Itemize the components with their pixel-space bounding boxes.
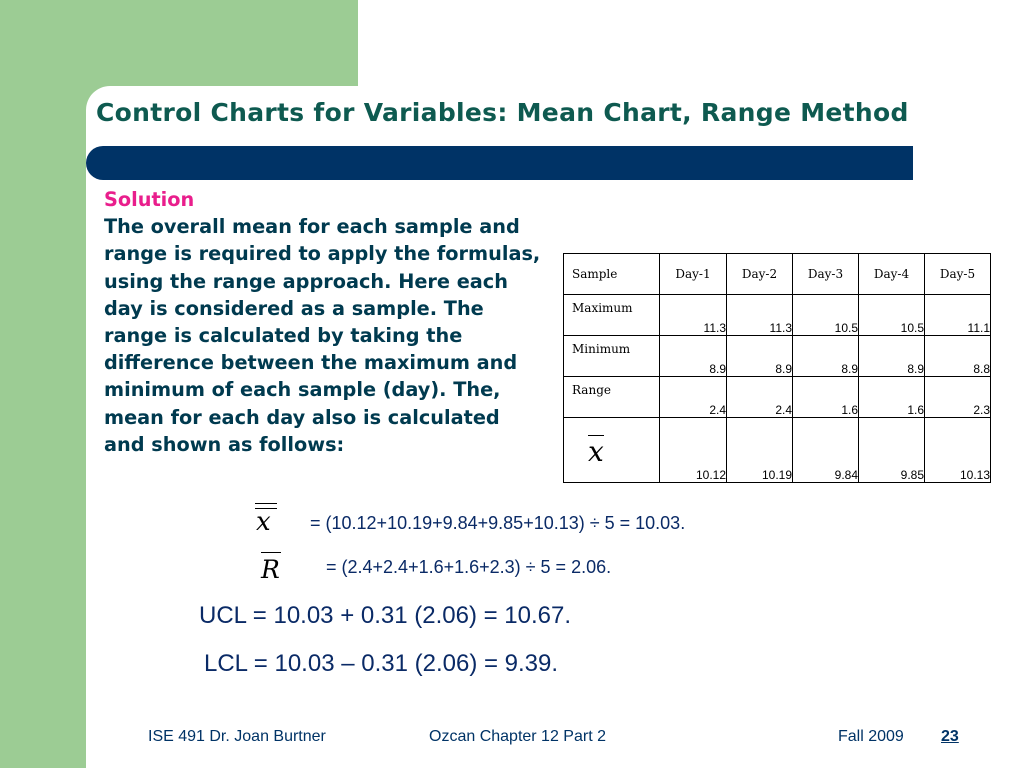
table-header-row: Sample Day-1 Day-2 Day-3 Day-4 Day-5: [563, 253, 991, 295]
table-header-cell: Day-5: [924, 253, 991, 295]
ucl-equation: UCL = 10.03 + 0.31 (2.06) = 10.67.: [199, 602, 572, 629]
footer-term: Fall 2009: [838, 728, 904, 745]
row-label: Maximum: [563, 294, 660, 336]
table-cell: 10.13: [924, 417, 991, 483]
xbarbar-overline-2: [255, 508, 277, 509]
table-cell: 10.12: [659, 417, 727, 483]
table-row: x 10.12 10.19 9.84 9.85 10.13: [563, 417, 991, 483]
xbar-label-cell: x: [563, 417, 660, 483]
xbarbar-symbol: x: [256, 507, 271, 537]
table-cell: 2.4: [659, 376, 727, 418]
slide-title: Control Charts for Variables: Mean Chart…: [96, 98, 909, 127]
table-cell: 8.9: [792, 335, 859, 377]
table-row: Range 2.4 2.4 1.6 1.6 2.3: [563, 376, 991, 418]
xbarbar-overline-1: [255, 503, 277, 504]
body-text: The overall mean for each sample and ran…: [104, 215, 541, 456]
table-cell: 8.8: [924, 335, 991, 377]
page-number: 23: [941, 728, 959, 745]
table-cell: 10.5: [792, 294, 859, 336]
rbar-overline: [261, 552, 281, 553]
xbarbar-equation: = (10.12+10.19+9.84+9.85+10.13) ÷ 5 = 10…: [310, 513, 686, 533]
solution-label: Solution: [104, 188, 195, 211]
lcl-equation: LCL = 10.03 – 0.31 (2.06) = 9.39.: [204, 650, 559, 677]
footer-course: ISE 491 Dr. Joan Burtner: [148, 728, 326, 745]
table-header-cell: Day-4: [858, 253, 925, 295]
table-cell: 2.4: [726, 376, 793, 418]
table-header-cell: Day-3: [792, 253, 859, 295]
table-cell: 8.9: [659, 335, 727, 377]
row-label: Minimum: [563, 335, 660, 377]
table-header-cell: Day-2: [726, 253, 793, 295]
table-header-cell: Sample: [563, 253, 660, 295]
table-cell: 10.5: [858, 294, 925, 336]
table-cell: 8.9: [858, 335, 925, 377]
table-cell: 11.3: [659, 294, 727, 336]
title-underline-bar: [86, 146, 913, 180]
row-label: Range: [563, 376, 660, 418]
table-row: Maximum 11.3 11.3 10.5 10.5 11.1: [563, 294, 991, 336]
rbar-symbol: R: [261, 555, 280, 584]
table-cell: 9.84: [792, 417, 859, 483]
rbar-equation: = (2.4+2.4+1.6+1.6+2.3) ÷ 5 = 2.06.: [326, 557, 612, 577]
table-cell: 2.3: [924, 376, 991, 418]
table-cell: 11.3: [726, 294, 793, 336]
table-cell: 8.9: [726, 335, 793, 377]
xbar-symbol: x: [588, 434, 604, 468]
footer-chapter: Ozcan Chapter 12 Part 2: [429, 728, 606, 745]
table-cell: 1.6: [792, 376, 859, 418]
table-header-cell: Day-1: [659, 253, 727, 295]
table-cell: 9.85: [858, 417, 925, 483]
table-cell: 10.19: [726, 417, 793, 483]
table-cell: 1.6: [858, 376, 925, 418]
data-table: Sample Day-1 Day-2 Day-3 Day-4 Day-5 Max…: [563, 253, 991, 483]
body-paragraph: Solution The overall mean for each sampl…: [104, 186, 544, 458]
table-row: Minimum 8.9 8.9 8.9 8.9 8.8: [563, 335, 991, 377]
table-cell: 11.1: [924, 294, 991, 336]
